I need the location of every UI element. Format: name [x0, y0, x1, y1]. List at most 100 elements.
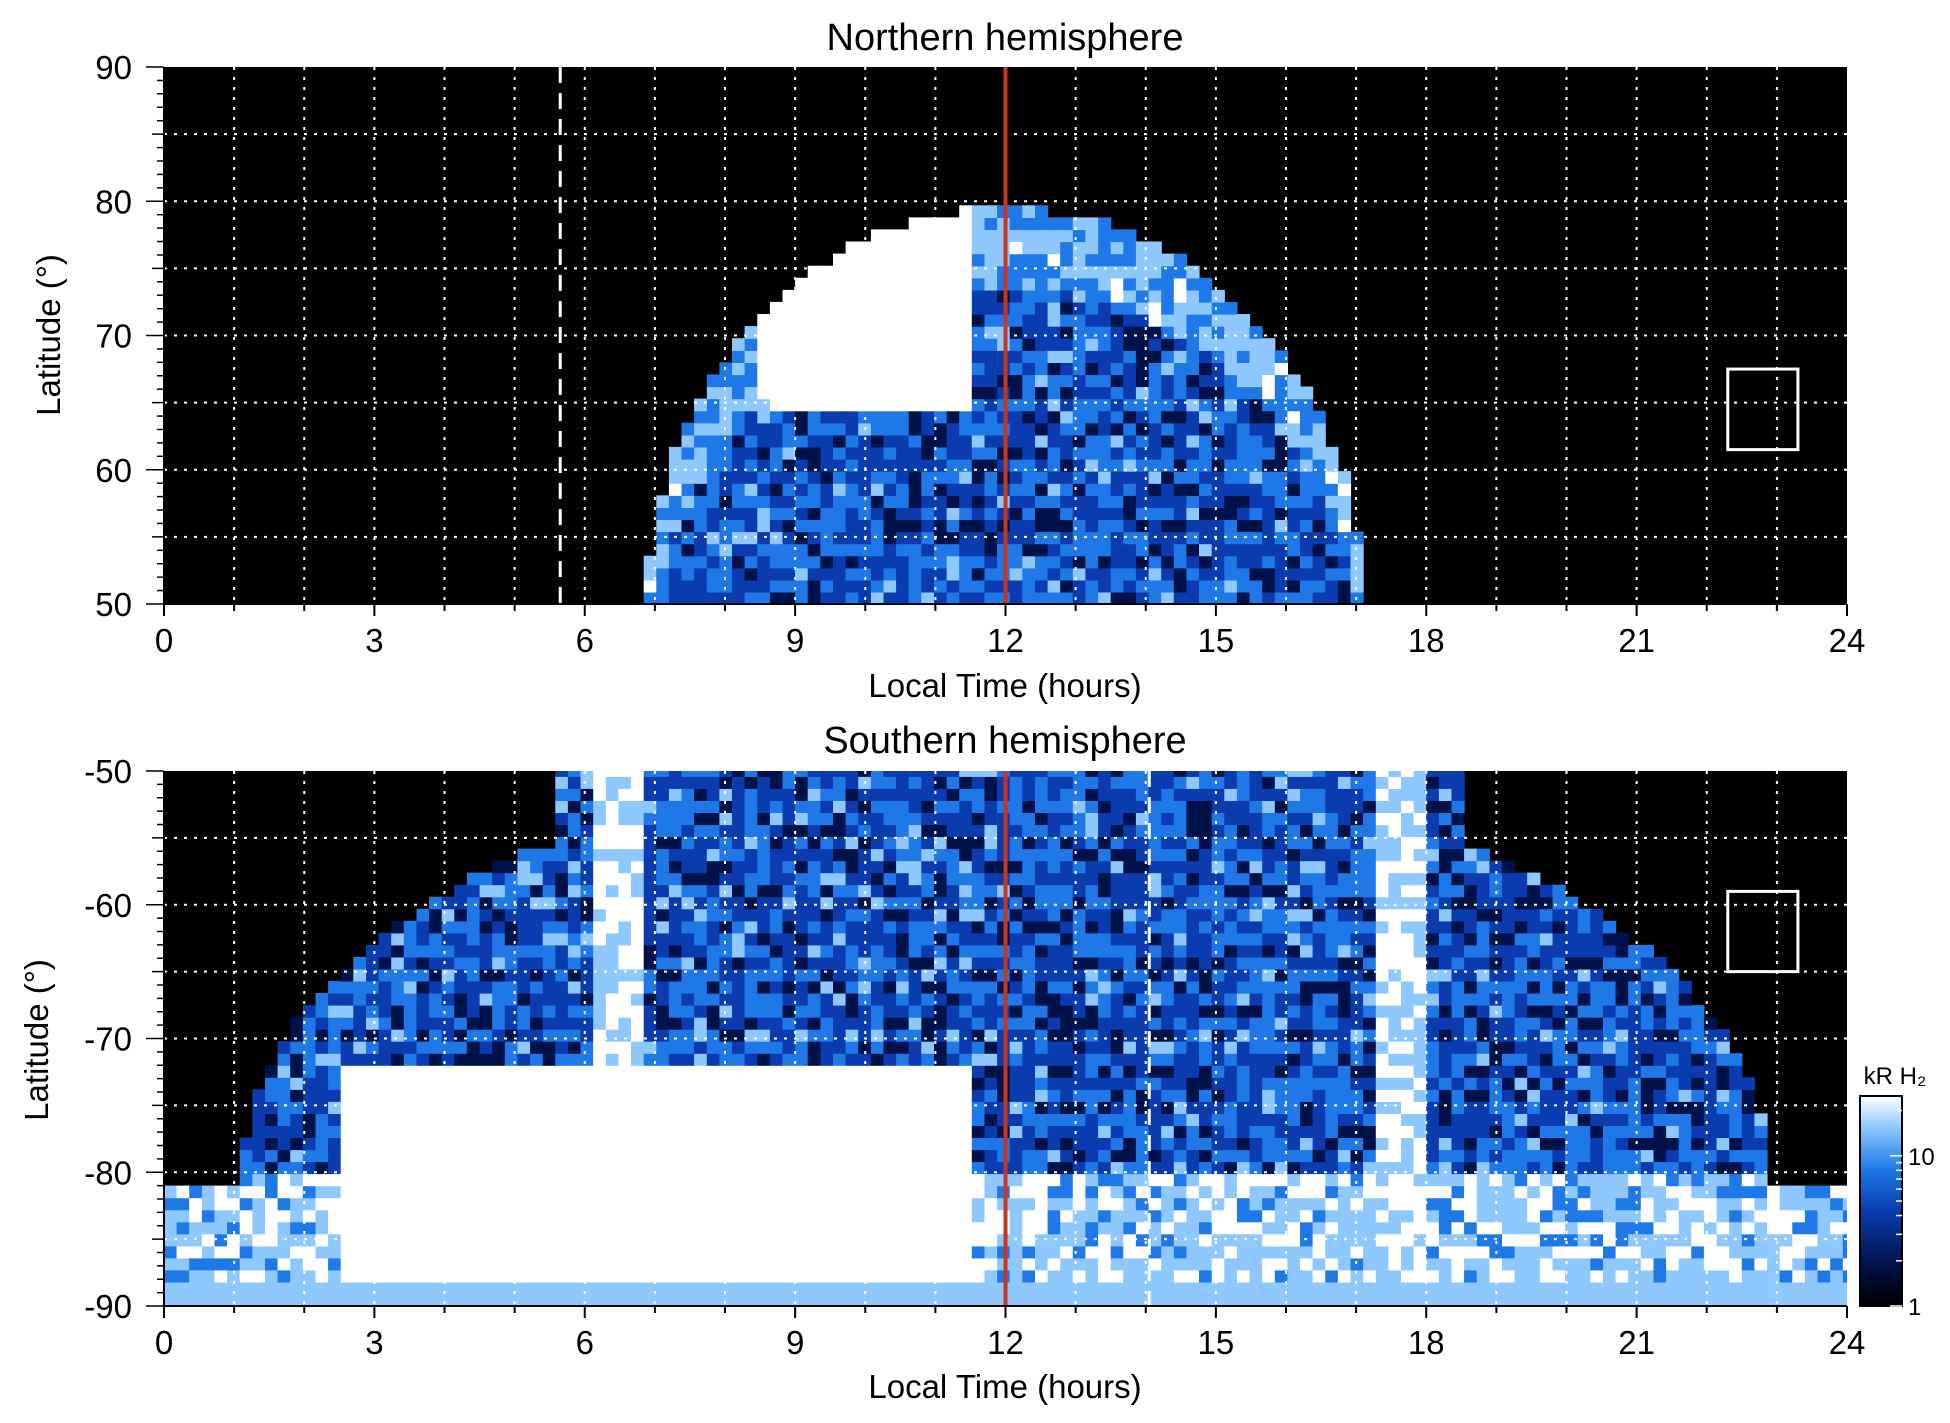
heatmap-cell: [631, 944, 645, 958]
heatmap-cell: [1022, 543, 1036, 557]
heatmap-cell: [1148, 507, 1162, 520]
heatmap-cell: [769, 314, 784, 327]
heatmap-cell: [681, 944, 695, 958]
heatmap-cell: [1161, 483, 1175, 496]
heatmap-cell: [366, 1113, 380, 1126]
heatmap-cell: [1072, 1185, 1086, 1199]
heatmap-cell: [1161, 860, 1175, 874]
heatmap-cell: [668, 1065, 683, 1078]
heatmap-cell: [656, 1269, 670, 1283]
heatmap-cell: [1022, 1161, 1036, 1175]
heatmap-cell: [517, 944, 531, 958]
heatmap-cell: [1148, 434, 1162, 448]
heatmap-cell: [1022, 1209, 1036, 1223]
heatmap-cell: [984, 824, 998, 838]
heatmap-cell: [605, 1149, 619, 1163]
heatmap-cell: [492, 1245, 506, 1259]
heatmap-cell: [1173, 944, 1187, 958]
heatmap-cell: [984, 1053, 998, 1066]
heatmap-cell: [1135, 495, 1150, 508]
heatmap-cell: [744, 362, 758, 376]
heatmap-cell: [694, 1125, 708, 1138]
heatmap-cell: [959, 314, 973, 327]
heatmap-cell: [1110, 1149, 1124, 1163]
heatmap-cell: [542, 1065, 556, 1078]
heatmap-cell: [567, 968, 582, 982]
heatmap-cell: [1262, 422, 1276, 436]
heatmap-cell: [1098, 386, 1112, 400]
heatmap-cell: [896, 567, 910, 581]
heatmap-cell: [580, 1077, 594, 1090]
heatmap-cell: [769, 301, 784, 315]
heatmap-cell: [820, 1173, 834, 1187]
heatmap-cell: [378, 956, 392, 970]
heatmap-cell: [403, 1294, 417, 1306]
heatmap-cell: [971, 1077, 985, 1090]
heatmap-cell: [946, 776, 960, 789]
heatmap-cell: [1262, 1294, 1276, 1306]
heatmap-cell: [454, 920, 468, 934]
heatmap-cell: [1047, 350, 1061, 363]
heatmap-cell: [1249, 471, 1263, 484]
heatmap-cell: [1161, 848, 1175, 862]
heatmap-cell: [883, 579, 897, 593]
heatmap-cell: [807, 471, 821, 484]
heatmap-cell: [946, 1053, 960, 1066]
heatmap-cell: [1173, 398, 1187, 412]
heatmap-cell: [757, 1185, 771, 1199]
heatmap-cell: [1161, 301, 1175, 315]
heatmap-cell: [971, 776, 985, 789]
heatmap-cell: [201, 1185, 216, 1199]
heatmap-cell: [1047, 326, 1061, 339]
heatmap-cell: [694, 932, 708, 946]
heatmap-cell: [681, 422, 695, 436]
heatmap-cell: [631, 993, 645, 1006]
heatmap-cell: [1262, 459, 1276, 472]
heatmap-cell: [643, 812, 657, 826]
heatmap-cell: [1173, 993, 1187, 1006]
heatmap-cell: [908, 229, 922, 243]
heatmap-cell: [454, 1161, 468, 1175]
heatmap-cell: [984, 229, 998, 243]
heatmap-cell: [504, 1221, 518, 1235]
heatmap-cell: [908, 265, 922, 279]
heatmap-cell: [353, 1197, 367, 1211]
heatmap-cell: [504, 1197, 518, 1211]
heatmap-cell: [1224, 1209, 1238, 1223]
heatmap-cell: [429, 1161, 443, 1175]
heatmap-cell: [971, 848, 985, 862]
heatmap-cell: [1085, 1125, 1099, 1138]
heatmap-cell: [1148, 968, 1162, 982]
heatmap-cell: [833, 884, 847, 898]
heatmap-cell: [833, 824, 847, 838]
heatmap-cell: [744, 1053, 758, 1066]
heatmap-cell: [1135, 555, 1150, 569]
heatmap-cell: [1098, 314, 1112, 327]
heatmap-cell: [340, 1113, 354, 1126]
heatmap-cell: [959, 1294, 973, 1306]
heatmap-cell: [807, 1137, 821, 1151]
heatmap-cell: [580, 1185, 594, 1199]
heatmap-cell: [971, 386, 985, 400]
heatmap-cell: [757, 993, 771, 1006]
heatmap-cell: [769, 398, 784, 412]
heatmap-cell: [732, 1221, 746, 1235]
heatmap-cell: [744, 1005, 758, 1018]
heatmap-cell: [757, 1113, 771, 1126]
heatmap-cell: [631, 1077, 645, 1090]
heatmap-cell: [921, 771, 935, 777]
heatmap-cell: [1009, 301, 1023, 315]
heatmap-cell: [668, 1281, 683, 1295]
heatmap-cell: [668, 920, 683, 934]
heatmap-cell: [1035, 434, 1049, 448]
heatmap-cell: [858, 1149, 872, 1163]
heatmap-cell: [189, 1257, 203, 1271]
heatmap-cell: [1135, 1257, 1150, 1271]
heatmap-cell: [934, 253, 948, 267]
heatmap-cell: [782, 1137, 796, 1151]
heatmap-cell: [656, 1065, 670, 1078]
heatmap-cell: [971, 507, 985, 520]
heatmap-cell: [1085, 386, 1099, 400]
heatmap-cell: [391, 1077, 405, 1090]
heatmap-cell: [870, 229, 885, 243]
